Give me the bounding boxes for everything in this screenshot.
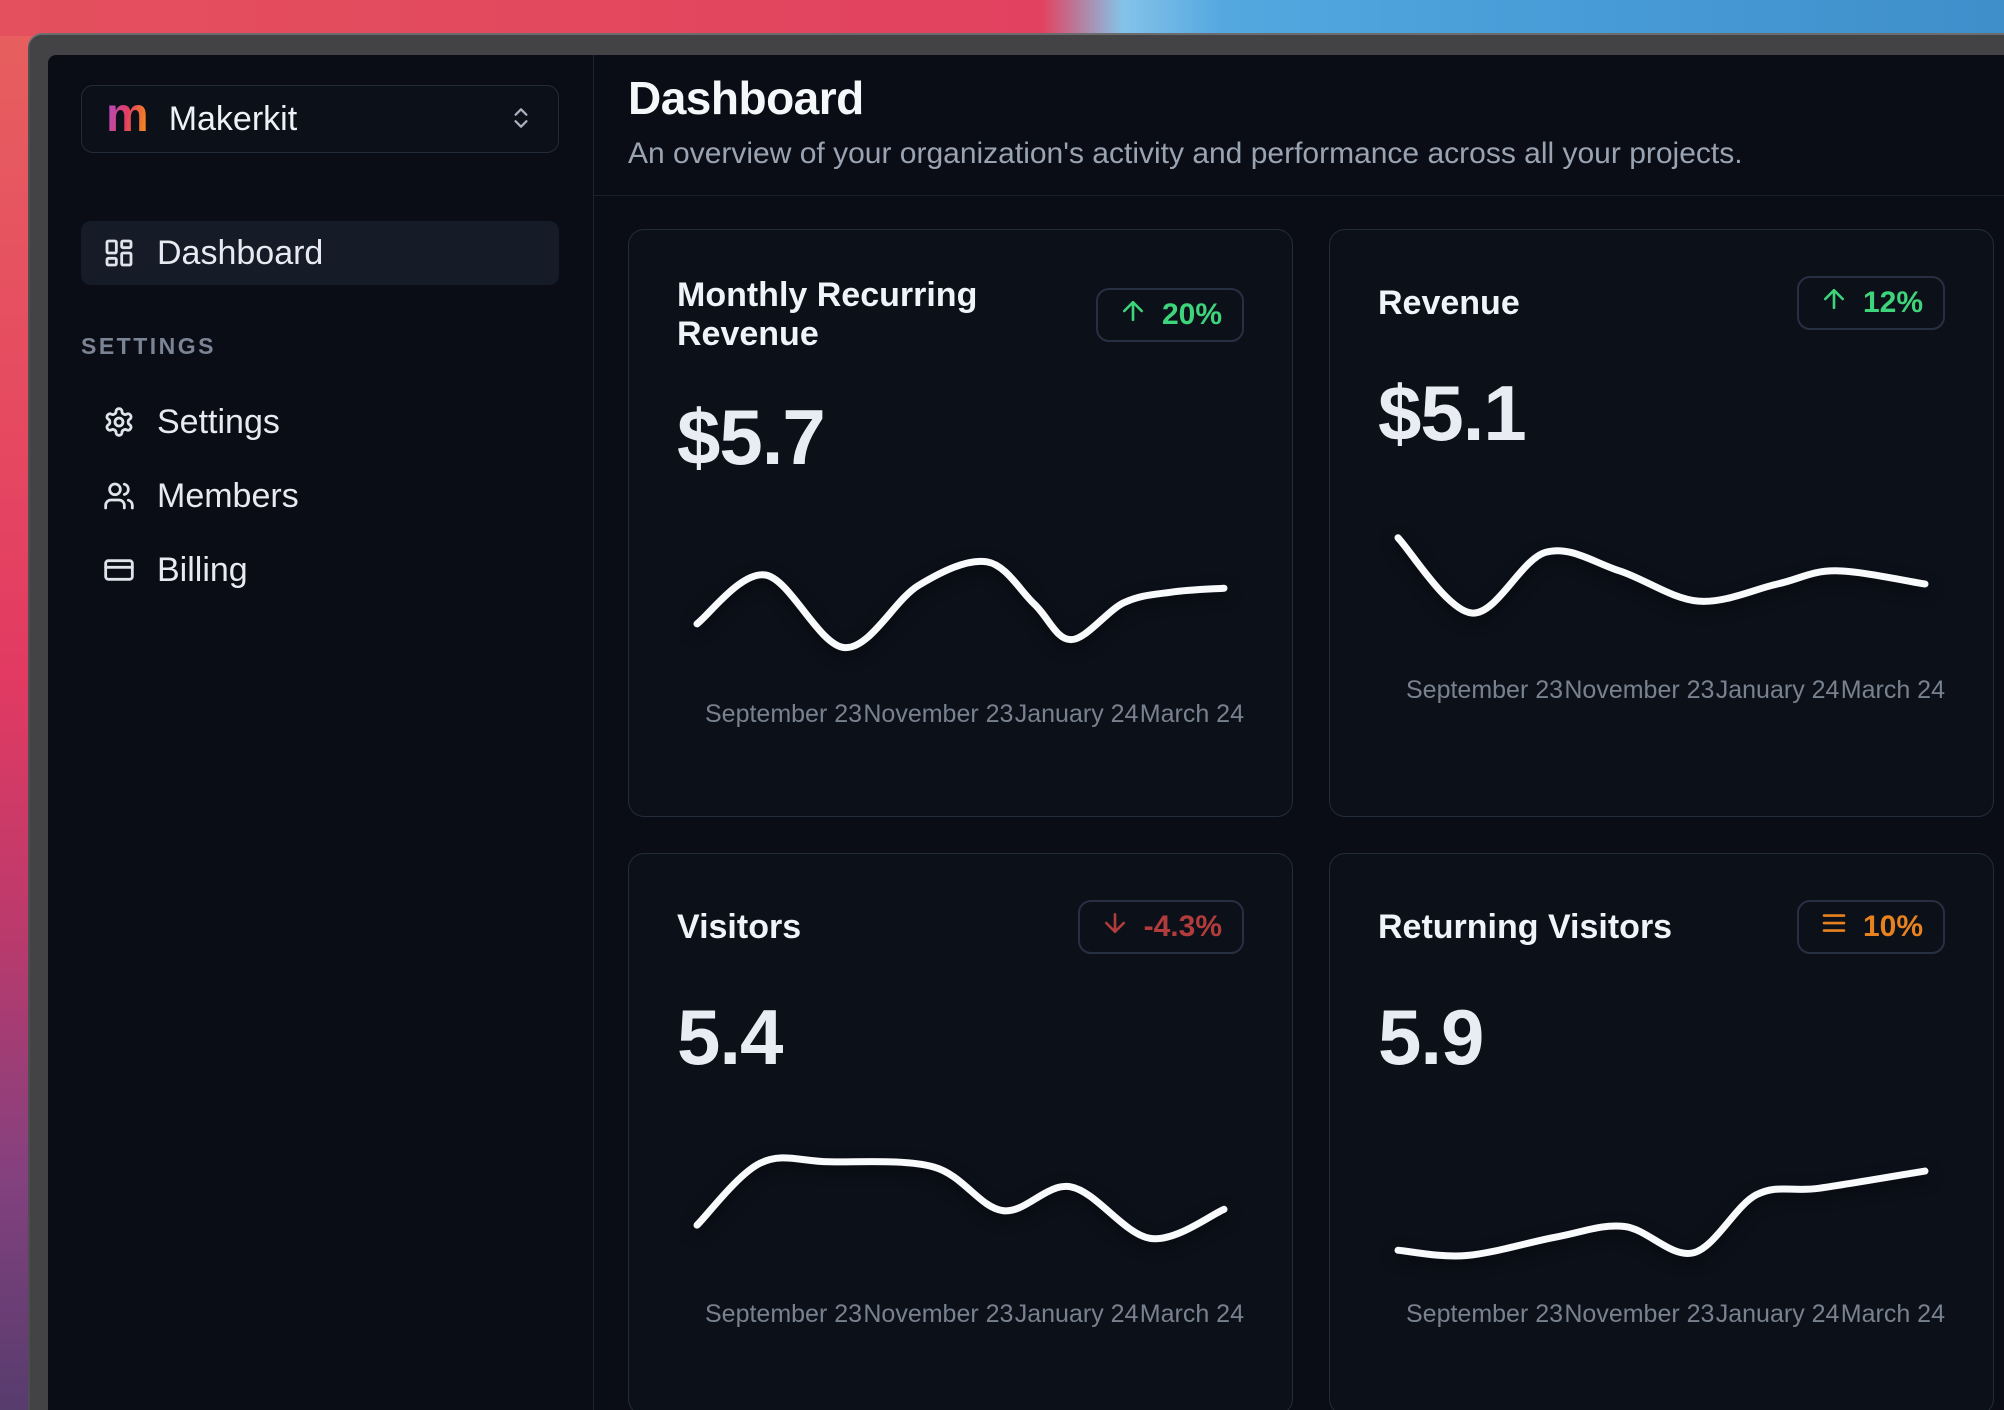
x-tick: November 23: [863, 1300, 1014, 1328]
x-tick: March 24: [1840, 1300, 1945, 1328]
sidebar: m Makerkit Dashboard SETTINGS: [48, 55, 594, 1410]
card-visitors: Visitors -4.3% 5.4 September 23 November…: [628, 853, 1293, 1410]
x-axis-ticks: September 23 November 23 January 24 Marc…: [677, 1300, 1244, 1329]
sidebar-item-billing[interactable]: Billing: [81, 538, 559, 602]
stat-value: $5.1: [1378, 369, 1527, 457]
sparkline-chart: [1378, 508, 1945, 660]
trend-badge: 20%: [1095, 288, 1244, 342]
page-title: Dashboard: [628, 72, 864, 124]
trend-badge: 10%: [1796, 900, 1945, 954]
trend-value: -4.3%: [1143, 910, 1222, 943]
stat-value: 5.9: [1378, 993, 1484, 1081]
sparkline-chart: [677, 1132, 1244, 1284]
desktop-wallpaper-top: [0, 0, 2004, 36]
trend-badge: -4.3%: [1077, 900, 1244, 954]
card-title: Visitors: [677, 907, 802, 946]
sidebar-item-settings[interactable]: Settings: [81, 390, 559, 454]
x-tick: November 23: [1564, 676, 1715, 704]
card-monthly-recurring-revenue: Monthly Recurring Revenue 20% $5.7 Septe…: [628, 229, 1293, 817]
sidebar-item-label: Settings: [157, 402, 280, 441]
x-tick: January 24: [1014, 1300, 1139, 1328]
arrow-up-icon: [1819, 284, 1849, 322]
app-window: m Makerkit Dashboard SETTINGS: [28, 33, 2004, 1410]
x-tick: January 24: [1715, 676, 1840, 704]
x-tick: March 24: [1840, 676, 1945, 704]
layout-dashboard-icon: [103, 237, 135, 269]
x-tick: March 24: [1139, 700, 1244, 728]
stat-value: $5.7: [677, 393, 826, 481]
page-subtitle: An overview of your organization's activ…: [628, 137, 1743, 170]
menu-icon: [1819, 908, 1849, 946]
x-tick: March 24: [1139, 1300, 1244, 1328]
arrow-up-icon: [1118, 296, 1148, 334]
sidebar-item-label: Dashboard: [157, 233, 324, 272]
gear-icon: [103, 406, 135, 438]
main-content: Dashboard An overview of your organizati…: [594, 55, 2004, 1410]
x-tick: November 23: [1564, 1300, 1715, 1328]
sparkline-chart: [677, 532, 1244, 684]
x-tick: January 24: [1715, 1300, 1840, 1328]
x-axis-ticks: September 23 November 23 January 24 Marc…: [1378, 1300, 1945, 1329]
trend-value: 20%: [1161, 298, 1222, 331]
sidebar-item-members[interactable]: Members: [81, 464, 559, 528]
page-header: Dashboard An overview of your organizati…: [594, 55, 2004, 196]
stat-value: 5.4: [677, 993, 783, 1081]
x-axis-ticks: September 23 November 23 January 24 Marc…: [677, 700, 1244, 729]
card-returning-visitors: Returning Visitors 10% 5.9 September 23 …: [1329, 853, 1994, 1410]
x-tick: September 23: [705, 700, 863, 728]
users-icon: [103, 480, 135, 512]
x-tick: November 23: [863, 700, 1014, 728]
stats-grid: Monthly Recurring Revenue 20% $5.7 Septe…: [594, 196, 2004, 1410]
trend-value: 12%: [1862, 286, 1923, 319]
workspace-selector[interactable]: m Makerkit: [81, 85, 559, 153]
card-title: Monthly Recurring Revenue: [677, 276, 978, 353]
x-tick: September 23: [705, 1300, 863, 1328]
x-axis-ticks: September 23 November 23 January 24 Marc…: [1378, 676, 1945, 705]
window-content: m Makerkit Dashboard SETTINGS: [48, 55, 2004, 1410]
sidebar-nav: Dashboard SETTINGS Settings Members: [81, 221, 559, 602]
sidebar-item-label: Members: [157, 476, 299, 515]
sidebar-item-dashboard[interactable]: Dashboard: [81, 221, 559, 285]
card-title: Returning Visitors: [1378, 907, 1673, 946]
x-tick: September 23: [1406, 1300, 1564, 1328]
sparkline-chart: [1378, 1132, 1945, 1284]
makerkit-logo: m: [106, 89, 149, 142]
card-revenue: Revenue 12% $5.1 September 23 November 2…: [1329, 229, 1994, 817]
x-tick: September 23: [1406, 676, 1564, 704]
card-title: Revenue: [1378, 283, 1520, 322]
sidebar-item-label: Billing: [157, 550, 248, 589]
credit-card-icon: [103, 554, 135, 586]
arrow-down-icon: [1100, 908, 1130, 946]
chevrons-up-down-icon: [508, 105, 534, 134]
sidebar-section-label: SETTINGS: [81, 333, 217, 359]
workspace-name: Makerkit: [168, 99, 298, 138]
trend-value: 10%: [1862, 910, 1923, 943]
trend-badge: 12%: [1796, 276, 1945, 330]
x-tick: January 24: [1014, 700, 1139, 728]
